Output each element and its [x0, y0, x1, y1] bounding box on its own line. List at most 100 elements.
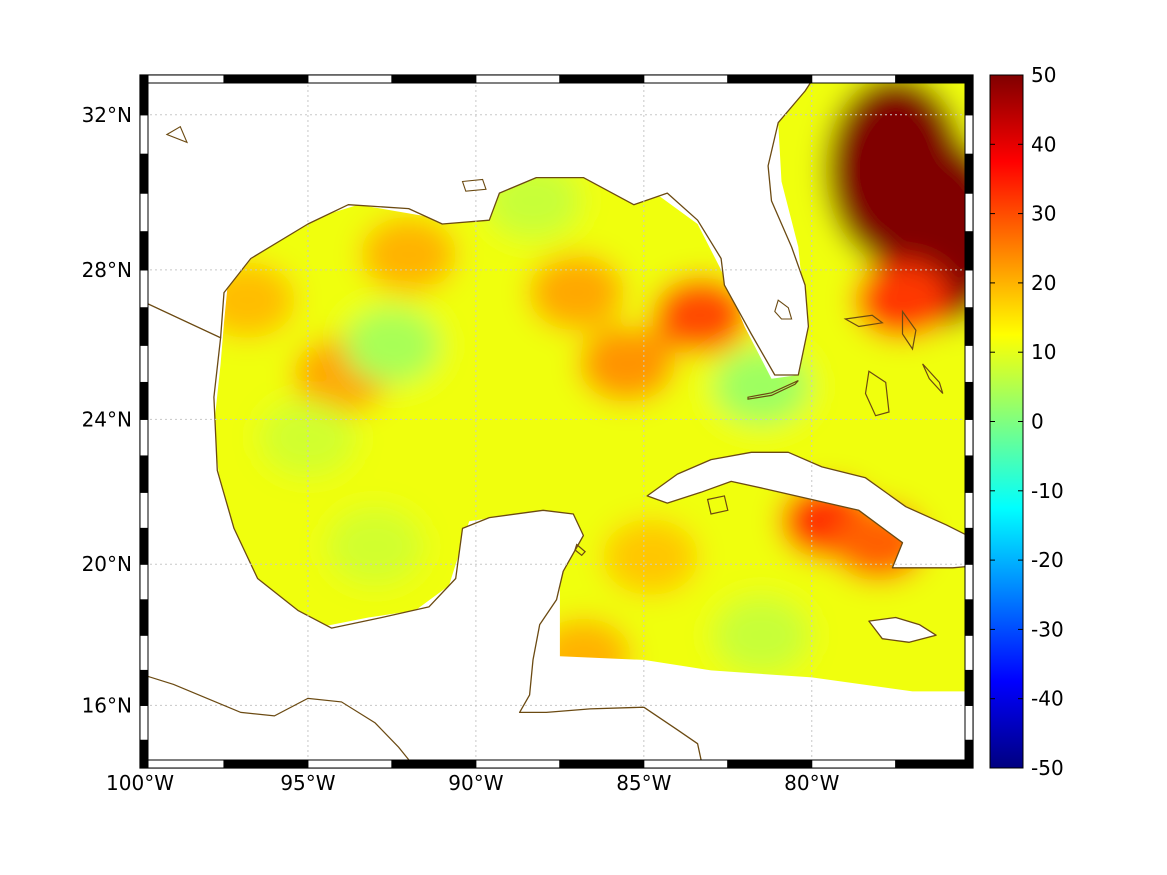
field-anomaly-campeche-low	[327, 508, 424, 585]
frame-segment-bottom	[643, 759, 729, 769]
island-florida-keys	[747, 380, 799, 400]
island-eleuthera	[922, 363, 944, 394]
frame-segment-right	[964, 527, 974, 565]
frame-segment-left	[139, 704, 149, 741]
frame-segment-top	[307, 74, 393, 84]
frame-segment-left	[139, 192, 149, 233]
louisiana-coast-west	[165, 125, 189, 144]
x-tick-label: 90°W	[448, 771, 503, 795]
y-tick-label: 24°N	[82, 407, 132, 431]
colorbar-tick-label: -30	[1031, 617, 1064, 641]
island-cozumel	[574, 543, 586, 557]
y-tick-label: 32°N	[82, 103, 132, 127]
field-anomaly-central-low	[343, 307, 440, 384]
frame-segment-left	[139, 669, 149, 706]
grid-lines	[140, 75, 973, 768]
frame-segment-right	[964, 344, 974, 383]
frame-segment-left	[139, 418, 149, 457]
colorbar-ticks: 50 40 30 20 10 0 -10 -20 -30 -40 -50	[990, 63, 1064, 780]
frame-segment-right	[964, 491, 974, 529]
field-anomaly-bahamas-east	[854, 262, 951, 339]
field-anomaly-yucatan-channel	[602, 519, 699, 596]
colorbar-tick-label: -10	[1031, 479, 1064, 503]
frame-segment-right	[964, 269, 974, 309]
x-tick-label: 95°W	[280, 771, 335, 795]
colorbar-tick-label: 50	[1031, 63, 1056, 87]
y-tick-label: 16°N	[82, 693, 132, 717]
frame-segment-left	[139, 739, 149, 769]
frame-segment-left	[139, 153, 149, 194]
field-anomaly-caribbean-south-low	[713, 597, 810, 674]
land-north-america-gulf-coast	[140, 75, 817, 376]
pacific-coastline	[140, 673, 416, 768]
frame-segment-right	[964, 153, 974, 194]
x-tick-label: 80°W	[784, 771, 839, 795]
frame-segment-left	[139, 114, 149, 155]
frame-segment-bottom	[139, 759, 225, 769]
frame-segment-left	[139, 344, 149, 383]
land-cuba	[646, 451, 973, 569]
colorbar-tick-label: 10	[1031, 340, 1056, 364]
map-frame	[139, 74, 974, 769]
frame-segment-right	[964, 114, 974, 155]
island-isla-juventud	[706, 495, 729, 515]
frame-segment-top	[643, 74, 729, 84]
frame-segment-bottom	[223, 759, 309, 769]
frame-segment-right	[964, 634, 974, 671]
frame-segment-bottom	[727, 759, 813, 769]
colorbar-tick-label: -50	[1031, 756, 1064, 780]
lake-okeechobee	[774, 299, 793, 320]
frame-segment-left	[139, 599, 149, 636]
frame-segment-right	[964, 192, 974, 233]
frame-segment-right	[964, 704, 974, 741]
coastlines	[140, 125, 944, 768]
frame-segment-right	[964, 231, 974, 271]
colorbar-gradient	[989, 74, 1024, 769]
lake-pontchartrain	[461, 178, 487, 192]
colorbar-tick-label: -40	[1031, 687, 1064, 711]
frame-segment-right	[964, 418, 974, 457]
field-anomaly-central-gulf-north	[528, 254, 625, 331]
colorbar-tick-label: 20	[1031, 271, 1056, 295]
land-mexico-central-america	[140, 299, 704, 768]
frame-segment-top	[391, 74, 477, 84]
frame-segment-right	[964, 563, 974, 601]
frame-segment-left	[139, 455, 149, 493]
frame-segment-top	[223, 74, 309, 84]
frame-segment-bottom	[475, 759, 561, 769]
frame-segment-right	[964, 381, 974, 420]
frame-segment-bottom	[559, 759, 645, 769]
field-anomaly-loop-current-west-florida	[652, 277, 749, 354]
frame-segment-left	[139, 634, 149, 671]
frame-segment-left	[139, 381, 149, 420]
frame-segment-left	[139, 231, 149, 271]
field-anomaly-west-gulf-low	[259, 399, 356, 476]
colorbar: 50 40 30 20 10 0 -10 -20 -30 -40 -50	[989, 63, 1064, 780]
frame-segment-top	[895, 74, 974, 84]
colorbar-tick-label: 40	[1031, 132, 1056, 156]
land-masses	[140, 75, 973, 768]
frame-segment-top	[559, 74, 645, 84]
x-axis-ticks: 100°W 95°W 90°W 85°W 80°W	[106, 771, 840, 795]
frame-segment-bottom	[307, 759, 393, 769]
island-andros	[864, 370, 890, 417]
island-abaco	[901, 309, 917, 351]
frame-segment-top	[811, 74, 897, 84]
frame-segment-top	[139, 74, 225, 84]
colorbar-tick-label: 0	[1031, 410, 1044, 434]
frame-segment-bottom	[811, 759, 897, 769]
frame-segment-left	[139, 563, 149, 601]
frame-segment-right	[964, 669, 974, 706]
frame-segment-right	[964, 455, 974, 493]
x-tick-label: 85°W	[616, 771, 671, 795]
land-jamaica	[868, 616, 937, 643]
frame-segment-right	[964, 74, 974, 116]
frame-segment-right	[964, 307, 974, 346]
field-anomaly-northwest-gulf	[360, 216, 457, 293]
colorbar-tick-label: -20	[1031, 548, 1064, 572]
frame-segment-left	[139, 269, 149, 309]
y-axis-ticks: 32°N 28°N 24°N 20°N 16°N	[82, 103, 132, 718]
frame-segment-left	[139, 491, 149, 529]
frame-segment-bottom	[895, 759, 974, 769]
